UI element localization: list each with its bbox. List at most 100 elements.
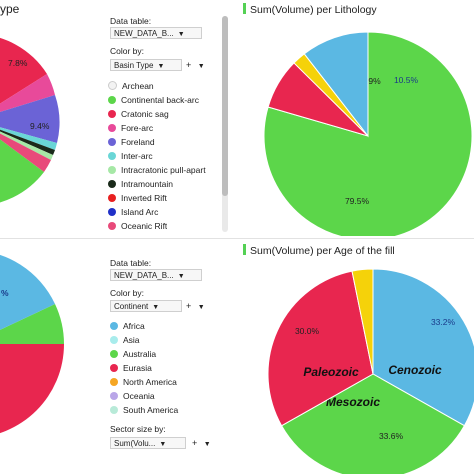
panel-title: Sum(Volume) per Lithology	[243, 3, 377, 16]
color-by-label: Color by:	[110, 46, 145, 56]
legend-item-africa[interactable]: Africa	[110, 320, 145, 332]
slice-value-label: 30.0%	[295, 326, 320, 336]
pie-slice-australia[interactable]	[0, 304, 64, 344]
add-sector-size-button[interactable]: + ▼	[192, 438, 211, 448]
sector-size-label: Sector size by:	[110, 424, 166, 434]
data-table-select[interactable]: NEW_DATA_B... ▼	[110, 27, 202, 39]
slice-label: %	[1, 288, 9, 298]
legend-swatch	[108, 152, 116, 160]
pie-slice-cratonic-sag[interactable]	[0, 34, 47, 120]
legend-swatch	[108, 222, 116, 230]
legend-swatch	[110, 378, 118, 386]
legend-item-foreland[interactable]: Foreland	[108, 136, 155, 148]
color-by-value: Basin Type	[114, 61, 154, 70]
legend-scrollbar[interactable]	[222, 16, 228, 232]
legend-swatch	[108, 166, 116, 174]
legend-item-inter-arc[interactable]: Inter-arc	[108, 150, 153, 162]
chevron-down-icon: ▼	[203, 441, 211, 448]
pie-slice[interactable]	[280, 373, 466, 474]
data-table-select[interactable]: NEW_DATA_B... ▼	[110, 269, 202, 281]
chevron-down-icon: ▼	[159, 441, 167, 448]
pie-slice-eurasia[interactable]	[0, 344, 64, 438]
title-accent	[243, 244, 246, 255]
panel-lithology: Sum(Volume) per Lithology 79.5% 7.9% 10.5%	[237, 0, 474, 236]
color-by-select[interactable]: Basin Type ▼	[110, 59, 182, 71]
pie-slice-intracratonic[interactable]	[0, 120, 53, 160]
pie-chart-basin-type[interactable]: 7.8% 9.4%	[0, 0, 100, 236]
legend-item-oceanic-rift[interactable]: Oceanic Rift	[108, 220, 167, 230]
data-table-label: Data table:	[110, 16, 152, 26]
pie-slice[interactable]	[303, 31, 369, 138]
legend-item-cratonic-sag[interactable]: Cratonic sag	[108, 108, 169, 120]
legend-item-intracratonic[interactable]: Intracratonic pull-apart	[108, 164, 206, 176]
panel-basin-type: ype 7.8% 9.4% Data table: NEW_DATA_B... ▼…	[0, 0, 237, 236]
add-color-button[interactable]: + ▼	[186, 301, 205, 311]
data-table-label: Data table:	[110, 258, 152, 268]
legend-item-australia[interactable]: Australia	[110, 348, 156, 360]
legend-swatch	[110, 406, 118, 414]
pie-slice[interactable]	[372, 268, 474, 427]
slice-value-label: 33.2%	[431, 317, 456, 327]
scrollbar-thumb[interactable]	[222, 16, 228, 196]
pie-slice-inverted-rift[interactable]	[0, 120, 51, 172]
legend-swatch	[108, 208, 116, 216]
color-by-value: Continent	[114, 302, 149, 311]
pie-slice[interactable]	[351, 268, 374, 375]
sector-size-value: Sum(Volu...	[114, 439, 156, 448]
slice-name-label: Cenozoic	[388, 363, 442, 377]
add-color-button[interactable]: + ▼	[186, 60, 205, 70]
pie-slice[interactable]	[263, 31, 473, 236]
legend-item-archean[interactable]: Archean	[108, 80, 154, 92]
legend-swatch	[108, 124, 116, 132]
pie-slice-africa[interactable]	[0, 250, 55, 344]
chevron-down-icon: ▼	[197, 63, 205, 70]
slice-name-label: Paleozoic	[303, 365, 359, 379]
legend-swatch	[108, 81, 117, 90]
legend-swatch	[108, 180, 116, 188]
legend-item-continental-back-arc[interactable]: Continental back-arc	[108, 94, 199, 106]
horizontal-divider	[0, 238, 474, 239]
pie-slice-intramountain[interactable]	[0, 120, 55, 155]
legend-swatch	[108, 110, 116, 118]
legend-swatch	[110, 364, 118, 372]
title-accent	[243, 3, 246, 14]
legend-item-north-america[interactable]: North America	[110, 376, 177, 388]
pie-chart-age-of-fill[interactable]: 33.2% Cenozoic 33.6% Mesozoic 30.0% Paleozoic	[237, 240, 474, 474]
sector-size-select[interactable]: Sum(Volu... ▼	[110, 437, 186, 449]
slice-label: 0%	[1, 450, 14, 460]
data-table-value: NEW_DATA_B...	[114, 271, 174, 280]
slice-value-label: 10.5%	[394, 75, 419, 85]
panel-continent: % 0% Data table: NEW_DATA_B... ▼ Color by…	[0, 240, 237, 474]
chevron-down-icon: ▼	[152, 304, 160, 311]
legend-swatch	[108, 194, 116, 202]
pie-slice[interactable]	[267, 270, 374, 427]
pie-slice-inter-arc[interactable]	[0, 120, 57, 150]
panel-title: ype	[0, 2, 20, 16]
legend-swatch	[108, 138, 116, 146]
color-by-label: Color by:	[110, 288, 145, 298]
legend-item-inverted-rift[interactable]: Inverted Rift	[108, 192, 167, 204]
pie-chart-continent[interactable]: % 0%	[0, 240, 100, 474]
pie-slice-foreland[interactable]	[0, 95, 60, 143]
pie-slice-continental-back-arc[interactable]	[0, 120, 44, 206]
legend-item-south-america[interactable]: South America	[110, 404, 178, 416]
color-by-select[interactable]: Continent ▼	[110, 300, 182, 312]
slice-value-label: 33.6%	[379, 431, 404, 441]
panel-title: Sum(Volume) per Age of the fill	[243, 244, 395, 257]
legend-item-asia[interactable]: Asia	[110, 334, 140, 346]
legend-item-intramountain[interactable]: Intramountain	[108, 178, 173, 190]
slice-name-label: Mesozoic	[326, 395, 380, 409]
legend-item-fore-arc[interactable]: Fore-arc	[108, 122, 153, 134]
legend-item-oceania[interactable]: Oceania	[110, 390, 155, 402]
legend-swatch	[110, 322, 118, 330]
pie-chart-lithology[interactable]: 79.5% 7.9% 10.5%	[237, 0, 474, 236]
chevron-down-icon: ▼	[197, 304, 205, 311]
data-table-value: NEW_DATA_B...	[114, 29, 174, 38]
legend-swatch	[108, 96, 116, 104]
legend-item-island-arc[interactable]: Island Arc	[108, 206, 158, 218]
panel-age-of-fill: Sum(Volume) per Age of the fill 33.2% Cen…	[237, 240, 474, 474]
slice-value-label: 7.9%	[361, 76, 381, 86]
legend-item-eurasia[interactable]: Eurasia	[110, 362, 152, 374]
slice-value-label: 79.5%	[345, 196, 370, 206]
pie-slice-fore-arc[interactable]	[0, 74, 55, 120]
